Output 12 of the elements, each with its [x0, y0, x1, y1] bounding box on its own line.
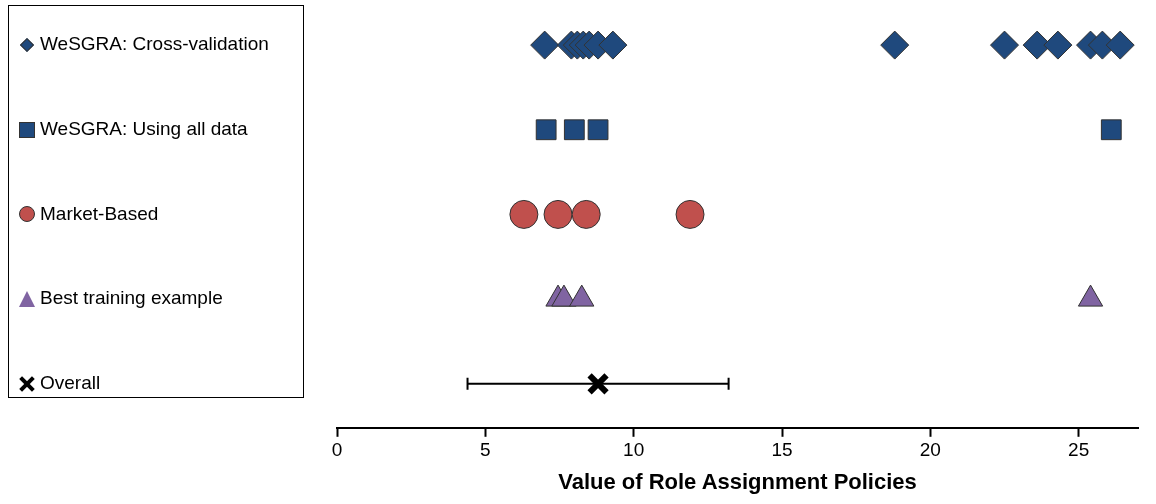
- y-tick-label: WeSGRA: Using all data: [40, 118, 249, 139]
- y-tick-label: Overall: [40, 372, 101, 394]
- x-tick-label: 5: [480, 439, 491, 461]
- y-tick-label: Best training example: [40, 287, 223, 309]
- x-tick-label: 10: [623, 439, 645, 461]
- x-tick-label: 25: [1068, 439, 1090, 461]
- x-tick-label: 0: [331, 439, 343, 461]
- x-tick-label: 20: [919, 439, 941, 461]
- x-tick-label: 15: [771, 439, 793, 461]
- y-tick-label: WeSGRA: Cross-validation: [40, 33, 269, 55]
- x-axis-title: Value of Role Assignment Policies: [558, 468, 917, 494]
- y-tick-label: Market-Based: [40, 202, 159, 224]
